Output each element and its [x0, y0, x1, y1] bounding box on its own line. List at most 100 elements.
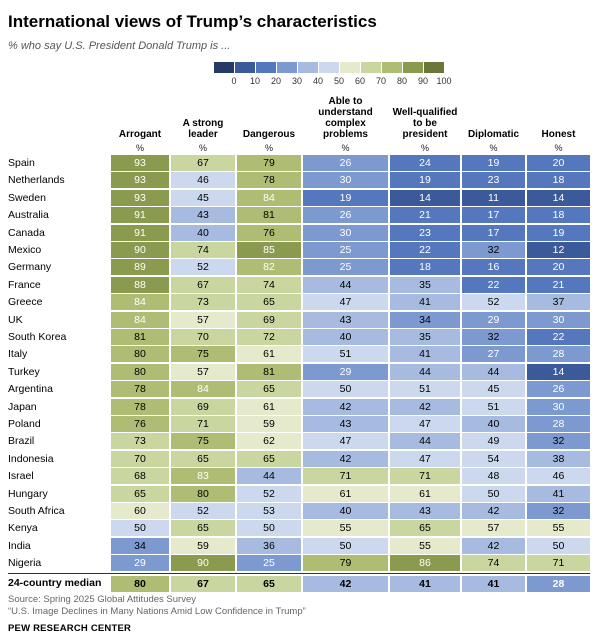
- heatmap-cell: 80: [111, 363, 169, 380]
- heatmap-cell: 20: [527, 155, 590, 171]
- heatmap-cell: 79: [303, 555, 388, 572]
- heatmap-cell: 21: [390, 207, 460, 224]
- country-label: Turkey: [8, 365, 40, 378]
- country-label: South Africa: [8, 505, 65, 517]
- heatmap-cell: 38: [527, 450, 590, 467]
- column-header-text: Honest: [541, 129, 576, 140]
- scale-swatch: [319, 62, 339, 73]
- heatmap-cell: 52: [462, 294, 525, 311]
- heatmap-cell: 72: [237, 329, 301, 345]
- heatmap-cell: 50: [462, 485, 525, 502]
- heatmap-cell: 68: [111, 468, 169, 485]
- column-header: Well-qualified to be president: [390, 96, 460, 140]
- heatmap-cell: 25: [303, 259, 388, 276]
- country-label: Indonesia: [8, 452, 54, 465]
- heatmap-cell: 88: [111, 276, 169, 293]
- heatmap-cell: 86: [390, 555, 460, 572]
- heatmap-cell: 55: [390, 537, 460, 554]
- heatmap-cell: 84: [171, 381, 235, 398]
- median-label: 24-country median: [8, 577, 102, 589]
- heatmap-cell: 93: [111, 172, 169, 189]
- scale-swatch: [403, 62, 423, 73]
- heatmap-cell: 65: [237, 381, 301, 398]
- country-label: Hungary: [8, 487, 48, 500]
- source-note: Source: Spring 2025 Global Attitudes Sur…: [8, 594, 306, 618]
- heatmap-cell: 22: [527, 329, 590, 345]
- heatmap-cell: 47: [390, 450, 460, 467]
- heatmap-cell: 17: [462, 207, 525, 224]
- heatmap-cell: 41: [527, 485, 590, 502]
- column-header-text: Diplomatic: [467, 129, 520, 140]
- heatmap-cell: 80: [111, 346, 169, 363]
- heatmap-cell: 75: [171, 433, 235, 450]
- scale-tick-label: 70: [375, 76, 387, 86]
- percent-unit-label: %: [198, 143, 207, 153]
- heatmap-cell: 30: [303, 224, 388, 241]
- heatmap-cell: 89: [111, 259, 169, 276]
- heatmap-cell: 43: [303, 416, 388, 432]
- heatmap-cell: 74: [462, 555, 525, 572]
- heatmap-cell: 32: [527, 433, 590, 450]
- country-label: Australia: [8, 209, 49, 222]
- heatmap-cell: 75: [171, 346, 235, 363]
- heatmap-cell: 50: [111, 520, 169, 537]
- heatmap-cell: 78: [111, 381, 169, 398]
- heatmap-cell: 44: [462, 363, 525, 380]
- percent-unit-label: %: [341, 143, 350, 153]
- heatmap-cell: 70: [171, 329, 235, 345]
- heatmap-cell: 55: [527, 520, 590, 537]
- heatmap-cell: 35: [390, 276, 460, 293]
- heatmap-cell: 43: [390, 503, 460, 519]
- heatmap-cell: 42: [462, 537, 525, 554]
- heatmap-cell: 65: [237, 294, 301, 311]
- source-line-1: Source: Spring 2025 Global Attitudes Sur…: [8, 594, 197, 605]
- heatmap-cell: 22: [462, 276, 525, 293]
- heatmap-cell: 51: [462, 398, 525, 415]
- median-cell: 80: [111, 576, 169, 592]
- column-header: Honest: [527, 96, 590, 140]
- scale-swatch: [424, 62, 444, 73]
- heatmap-cell: 43: [303, 311, 388, 328]
- heatmap-cell: 23: [390, 224, 460, 241]
- chart-title: International views of Trump’s character…: [8, 12, 377, 31]
- heatmap-cell: 65: [111, 485, 169, 502]
- heatmap-cell: 27: [462, 346, 525, 363]
- scale-tick-label: 40: [312, 76, 324, 86]
- heatmap-cell: 24: [390, 155, 460, 171]
- heatmap-cell: 18: [390, 259, 460, 276]
- heatmap-cell: 41: [390, 346, 460, 363]
- heatmap-cell: 26: [303, 207, 388, 224]
- heatmap-cell: 50: [303, 537, 388, 554]
- heatmap-cell: 61: [237, 398, 301, 415]
- heatmap-cell: 25: [237, 555, 301, 572]
- heatmap-cell: 71: [390, 468, 460, 485]
- country-label: India: [8, 539, 31, 552]
- heatmap-cell: 76: [111, 416, 169, 432]
- country-label: Greece: [8, 296, 43, 309]
- heatmap-cell: 65: [171, 520, 235, 537]
- heatmap-cell: 84: [237, 189, 301, 206]
- column-header-text: Arrogant: [118, 129, 162, 140]
- column-header-text: Well-qualified to be president: [392, 107, 458, 140]
- heatmap-cell: 40: [462, 416, 525, 432]
- heatmap-cell: 81: [111, 329, 169, 345]
- percent-unit-label: %: [135, 143, 144, 153]
- heatmap-cell: 14: [527, 189, 590, 206]
- country-label: South Korea: [8, 331, 67, 343]
- country-label: Canada: [8, 226, 45, 239]
- country-label: Brazil: [8, 435, 35, 448]
- heatmap-cell: 16: [462, 259, 525, 276]
- heatmap-cell: 32: [462, 329, 525, 345]
- heatmap-cell: 71: [303, 468, 388, 485]
- heatmap-cell: 55: [303, 520, 388, 537]
- heatmap-cell: 81: [237, 207, 301, 224]
- median-cell: 28: [527, 576, 590, 592]
- heatmap-cell: 12: [527, 242, 590, 258]
- heatmap-cell: 81: [237, 363, 301, 380]
- heatmap-cell: 69: [171, 398, 235, 415]
- heatmap-cell: 69: [237, 311, 301, 328]
- heatmap-cell: 34: [111, 537, 169, 554]
- heatmap-cell: 45: [462, 381, 525, 398]
- heatmap-cell: 19: [462, 155, 525, 171]
- column-header: Able to understand complex problems: [303, 96, 388, 140]
